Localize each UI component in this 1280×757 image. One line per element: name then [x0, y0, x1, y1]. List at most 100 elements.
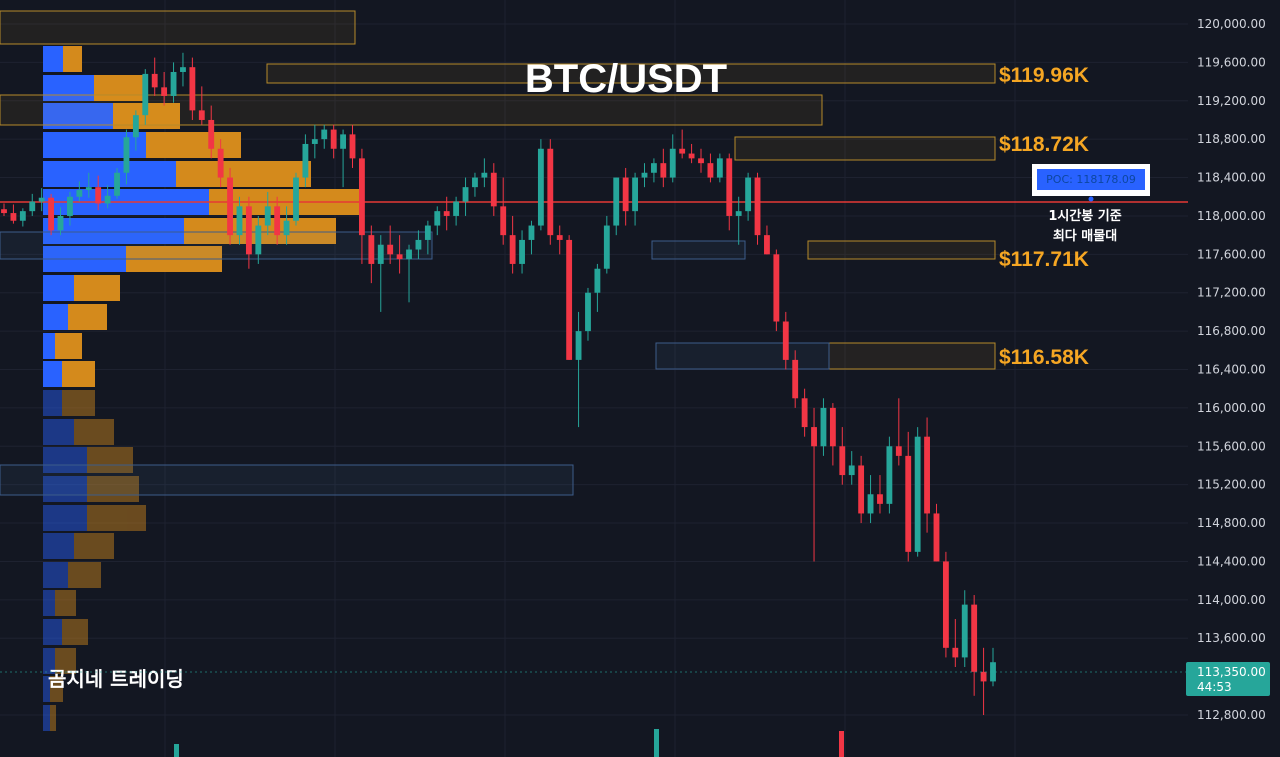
- candle-down: [396, 254, 403, 260]
- candle-up: [519, 239, 525, 264]
- candle-up: [142, 73, 149, 116]
- price-tick-label: 118,800.00: [1197, 132, 1266, 146]
- candle-up: [453, 201, 460, 216]
- candle-down: [443, 211, 450, 216]
- candle-up: [481, 172, 488, 178]
- candle-up: [85, 187, 92, 191]
- candle-down: [688, 153, 695, 159]
- price-tick-label: 118,400.00: [1197, 171, 1266, 185]
- poc-annotation: POC: 118178.09 1시간봉 기준 최다 매물대: [1032, 164, 1150, 244]
- candle-down: [490, 172, 497, 207]
- candle-down: [858, 465, 865, 514]
- candle-down: [95, 187, 102, 204]
- candle-down: [801, 398, 808, 428]
- price-tick-label: 119,200.00: [1197, 94, 1266, 108]
- candle-down: [660, 163, 667, 178]
- candle-up: [528, 225, 535, 240]
- chart-title: BTC/USDT: [525, 57, 727, 101]
- candle-down: [773, 254, 780, 322]
- candle-down: [330, 129, 337, 149]
- candle-down: [10, 213, 17, 221]
- candle-down: [895, 446, 902, 456]
- candle-up: [132, 115, 139, 138]
- candle-up: [283, 220, 290, 236]
- candle-down: [151, 73, 158, 88]
- candle-up: [255, 225, 262, 255]
- volume-profile: [43, 46, 362, 731]
- candle-up: [537, 148, 544, 226]
- candle-up: [848, 465, 855, 476]
- candle-down: [566, 239, 573, 360]
- candle-down: [980, 671, 987, 682]
- candle-down: [359, 158, 365, 236]
- candle-up: [669, 148, 676, 178]
- candle-up: [38, 197, 45, 202]
- price-tick-label: 113,600.00: [1197, 631, 1266, 645]
- candle-up: [76, 190, 83, 197]
- candle-down: [679, 148, 686, 154]
- candle-down: [754, 177, 761, 236]
- candle-down: [622, 177, 629, 212]
- candle-up: [434, 211, 441, 226]
- candle-up: [57, 215, 64, 231]
- candle-up: [415, 239, 422, 250]
- candle-up: [302, 143, 309, 178]
- candle-down: [217, 148, 224, 178]
- candle-up: [236, 206, 243, 236]
- candle-down: [905, 455, 912, 552]
- candle-down: [933, 513, 940, 562]
- candle-up: [321, 129, 328, 140]
- price-tick-label: 117,600.00: [1197, 247, 1266, 261]
- candle-down: [227, 177, 233, 236]
- last-price-marker: 113,350.00 44:53: [0, 662, 1270, 696]
- candle-down: [1, 209, 7, 214]
- candle-down: [952, 647, 959, 658]
- candle-up: [886, 446, 893, 504]
- price-tick-label: 112,800.00: [1197, 708, 1266, 722]
- candle-down: [942, 561, 949, 648]
- price-tick-label: 114,400.00: [1197, 554, 1266, 568]
- candle-up: [67, 196, 73, 216]
- price-scale[interactable]: 120,000.00 119,600.00 119,200.00 118,800.00…: [1197, 17, 1266, 722]
- price-tick-label: 119,600.00: [1197, 55, 1266, 69]
- candle-down: [368, 235, 375, 264]
- candle-down: [274, 206, 281, 236]
- candle-up: [104, 195, 111, 204]
- poc-label: POC: 118178.09: [1046, 173, 1136, 186]
- price-tick-label: 116,000.00: [1197, 401, 1266, 415]
- candle-up: [29, 201, 36, 212]
- candle-down: [782, 321, 789, 360]
- level-label: $116.58K: [999, 346, 1089, 369]
- candle-down: [877, 494, 883, 504]
- candle-down: [556, 235, 563, 240]
- price-tick-label: 120,000.00: [1197, 17, 1266, 31]
- candle-up: [613, 177, 620, 226]
- candlesticks: [1, 52, 996, 715]
- candle-down: [698, 158, 704, 164]
- candle-up: [377, 244, 384, 264]
- candle-up: [406, 249, 412, 260]
- candle-down: [971, 604, 978, 672]
- level-label: $119.96K: [999, 64, 1089, 87]
- candle-up: [820, 407, 827, 447]
- candle-down: [161, 87, 168, 96]
- grid: [164, 0, 1016, 757]
- candle-up: [867, 494, 874, 514]
- candle-up: [716, 158, 723, 178]
- candle-down: [208, 119, 215, 149]
- level-labels: $119.96K $118.72K $117.71K $116.58K: [999, 64, 1089, 369]
- candle-up: [585, 292, 591, 332]
- candle-down: [764, 235, 770, 255]
- price-tick-label: 116,400.00: [1197, 363, 1266, 377]
- candle-up: [170, 71, 177, 96]
- level-label: $118.72K: [999, 133, 1089, 156]
- candle-up: [745, 177, 752, 212]
- candle-down: [707, 163, 714, 178]
- candle-up: [462, 187, 469, 202]
- candle-up: [914, 436, 921, 552]
- candle-up: [472, 177, 478, 188]
- volume-bars: [174, 729, 844, 757]
- candle-down: [48, 197, 55, 231]
- level-label: $117.71K: [999, 248, 1089, 271]
